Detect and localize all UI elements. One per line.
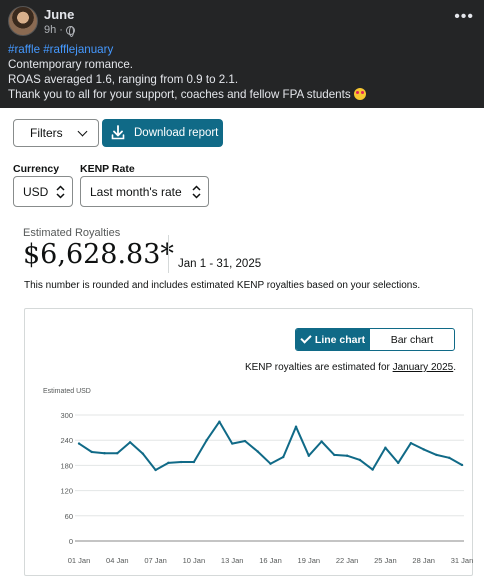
- data-point[interactable]: [320, 440, 323, 443]
- download-icon: [111, 125, 125, 140]
- data-point[interactable]: [231, 442, 234, 445]
- download-label: Download report: [134, 127, 219, 139]
- data-point[interactable]: [435, 453, 438, 457]
- estimated-royalties-label: Estimated Royalties: [23, 227, 121, 239]
- y-tick-label: 240: [60, 436, 73, 445]
- data-point[interactable]: [90, 450, 93, 454]
- kenp-rate-value: Last month's rate: [90, 184, 182, 199]
- bar-chart-label: Bar chart: [390, 333, 434, 346]
- x-tick-label: 13 Jan: [221, 556, 244, 565]
- y-tick-label: 300: [60, 411, 73, 420]
- x-tick-label: 25 Jan: [374, 556, 397, 565]
- data-point[interactable]: [422, 448, 425, 451]
- data-point[interactable]: [409, 441, 413, 445]
- data-point[interactable]: [269, 462, 272, 465]
- up-down-chevron-icon: [56, 185, 65, 199]
- line-chart-tab[interactable]: Line chart: [296, 329, 370, 350]
- kenp-rate-label: KENP Rate: [80, 163, 135, 175]
- kenp-estimate-note: KENP royalties are estimated for January…: [245, 362, 456, 373]
- data-point[interactable]: [205, 439, 208, 442]
- date-range: Jan 1 - 31, 2025: [178, 258, 262, 270]
- currency-value: USD: [23, 184, 49, 199]
- bar-chart-tab[interactable]: Bar chart: [370, 329, 454, 350]
- post-line-3: Thank you to all for your support, coach…: [8, 88, 351, 101]
- filters-label: Filters: [30, 126, 63, 140]
- x-tick-label: 28 Jan: [412, 556, 435, 565]
- up-down-chevron-icon: [192, 185, 201, 199]
- filters-button[interactable]: Filters: [13, 119, 99, 147]
- data-point[interactable]: [396, 461, 400, 465]
- chart-type-toggle: Line chart Bar chart: [295, 328, 455, 351]
- y-tick-label: 120: [60, 487, 73, 496]
- download-report-button[interactable]: Download report: [102, 119, 223, 147]
- data-point[interactable]: [103, 452, 106, 455]
- y-tick-label: 60: [65, 512, 73, 521]
- y-tick-label: 180: [60, 461, 73, 470]
- chart-panel: Line chart Bar chart KENP royalties are …: [24, 308, 473, 576]
- data-point[interactable]: [358, 458, 362, 462]
- kenp-month-link[interactable]: January 2025: [392, 362, 454, 373]
- x-tick-label: 07 Jan: [144, 556, 167, 565]
- x-tick-label: 01 Jan: [68, 556, 91, 565]
- royalties-amount: $6,628.83*: [23, 239, 174, 270]
- post-meta: 9h ·: [44, 24, 75, 37]
- post-time[interactable]: 9h: [44, 24, 57, 36]
- more-horizontal-icon[interactable]: •••: [454, 8, 474, 25]
- star-struck-emoji-icon: [353, 88, 366, 100]
- data-point[interactable]: [167, 461, 170, 465]
- kenp-note-prefix: KENP royalties are estimated for: [244, 362, 393, 373]
- data-point[interactable]: [141, 452, 145, 455]
- currency-select[interactable]: USD: [13, 176, 73, 207]
- line-chart-label: Line chart: [314, 333, 366, 346]
- data-point[interactable]: [154, 468, 157, 472]
- x-tick-label: 10 Jan: [183, 556, 206, 565]
- social-post: June 9h · ••• #raffle #rafflejanuary Con…: [0, 0, 484, 108]
- post-hashtags[interactable]: #raffle #rafflejanuary: [8, 43, 114, 56]
- chevron-down-icon: [77, 126, 88, 137]
- data-point[interactable]: [116, 452, 119, 455]
- x-tick-label: 04 Jan: [106, 556, 129, 565]
- post-line-2: ROAS averaged 1.6, ranging from 0.9 to 2…: [8, 73, 239, 86]
- x-tick-label: 16 Jan: [259, 556, 282, 565]
- data-point[interactable]: [128, 441, 132, 444]
- data-point[interactable]: [384, 446, 387, 449]
- y-axis-label: Estimated USD: [43, 388, 91, 395]
- kenp-rate-select[interactable]: Last month's rate: [80, 176, 209, 207]
- data-point[interactable]: [371, 468, 374, 471]
- data-point[interactable]: [256, 450, 259, 453]
- data-point[interactable]: [448, 456, 451, 460]
- x-tick-label: 19 Jan: [298, 556, 321, 565]
- data-point[interactable]: [345, 454, 349, 457]
- data-point[interactable]: [282, 455, 285, 459]
- rounding-note: This number is rounded and includes esti…: [24, 280, 421, 291]
- data-point[interactable]: [179, 460, 183, 464]
- globe-icon: [65, 25, 75, 37]
- line-chart: 0 60 120 180 240 300 01 Jan 04 Jan 07 Jan 10 Jan 1…: [60, 411, 474, 565]
- data-point[interactable]: [218, 420, 221, 423]
- data-point[interactable]: [333, 453, 336, 457]
- x-tick-label: 31 Jan: [451, 556, 474, 565]
- x-tick-label: 22 Jan: [336, 556, 359, 565]
- data-point[interactable]: [192, 460, 196, 464]
- data-point[interactable]: [460, 463, 464, 467]
- y-tick-label: 0: [69, 537, 73, 546]
- kenp-note-suffix: .: [453, 362, 456, 373]
- author-name[interactable]: June: [44, 7, 75, 22]
- post-line-1: Contemporary romance.: [8, 58, 134, 71]
- avatar[interactable]: [8, 6, 38, 36]
- data-point[interactable]: [307, 454, 310, 457]
- divider: [168, 235, 169, 273]
- post-text: #raffle #rafflejanuary Contemporary roma…: [8, 42, 366, 102]
- data-point[interactable]: [294, 425, 298, 428]
- currency-label: Currency: [13, 163, 60, 175]
- data-point[interactable]: [243, 439, 247, 443]
- data-point[interactable]: [77, 442, 81, 445]
